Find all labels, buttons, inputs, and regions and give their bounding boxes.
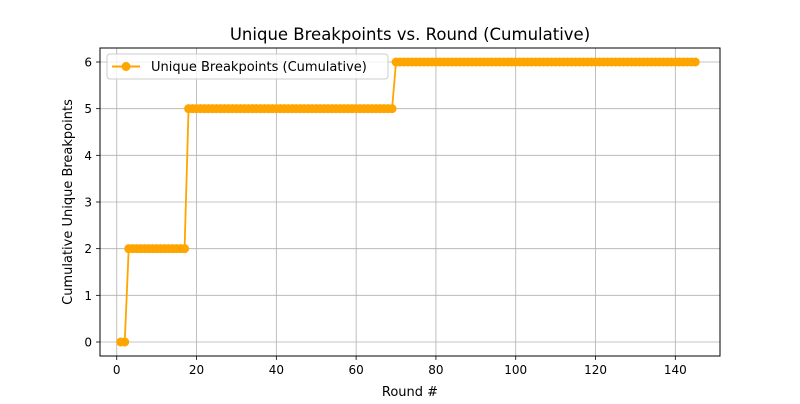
- y-tick-label: 0: [84, 336, 92, 350]
- y-axis-label: Cumulative Unique Breakpoints: [61, 99, 76, 305]
- data-point: [120, 337, 130, 347]
- chart-title: Unique Breakpoints vs. Round (Cumulative…: [230, 25, 590, 44]
- x-tick-label: 140: [664, 363, 687, 377]
- x-tick-label: 20: [189, 363, 204, 377]
- y-tick-label: 3: [84, 196, 92, 210]
- legend-label: Unique Breakpoints (Cumulative): [151, 60, 367, 75]
- x-tick-label: 60: [348, 363, 363, 377]
- y-tick-label: 1: [84, 289, 92, 303]
- legend-box: [106, 53, 389, 80]
- x-tick-label: 100: [504, 363, 527, 377]
- x-tick-label: 40: [269, 363, 284, 377]
- x-tick-label: 0: [113, 363, 121, 377]
- data-point: [387, 104, 397, 114]
- y-tick-label: 6: [84, 56, 92, 70]
- y-tick-label: 4: [84, 149, 92, 163]
- legend-marker-swatch: [121, 62, 131, 71]
- y-tick-label: 5: [84, 102, 92, 116]
- data-point: [180, 244, 190, 254]
- y-tick-label: 2: [84, 242, 92, 256]
- x-axis-label: Round #: [382, 385, 438, 400]
- legend: Unique Breakpoints (Cumulative): [106, 53, 389, 80]
- data-point: [690, 57, 700, 67]
- series-layer: [116, 57, 700, 347]
- axis-ticks: 0 20 40 60 80 100 120 140 0 1 2 3 4 5 6: [84, 56, 686, 378]
- x-tick-label: 120: [584, 363, 607, 377]
- x-tick-label: 80: [428, 363, 443, 377]
